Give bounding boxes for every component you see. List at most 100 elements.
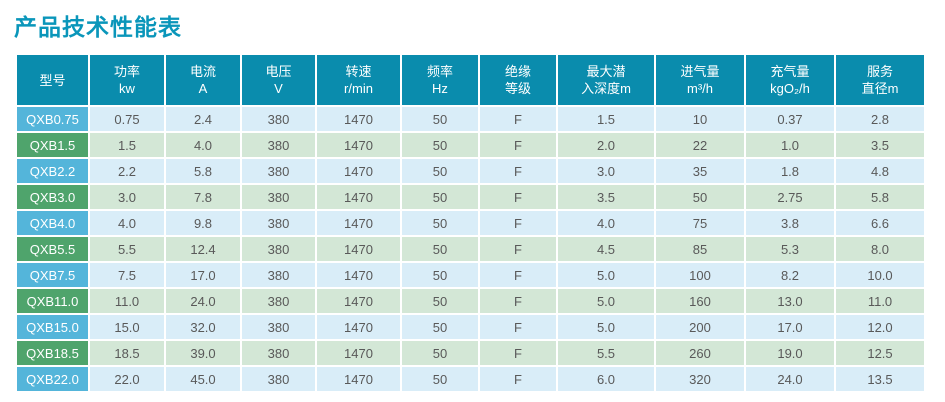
value-cell: 17.0: [166, 263, 240, 287]
value-cell: 5.8: [166, 159, 240, 183]
value-cell: 3.8: [746, 211, 834, 235]
column-header-max-depth: 最大潜 入深度m: [558, 55, 654, 105]
column-header-model: 型号: [17, 55, 88, 105]
value-cell: 50: [402, 341, 478, 365]
value-cell: 9.8: [166, 211, 240, 235]
value-cell: 13.0: [746, 289, 834, 313]
value-cell: 1470: [317, 185, 400, 209]
value-cell: 380: [242, 159, 315, 183]
value-cell: 3.0: [558, 159, 654, 183]
value-cell: 7.8: [166, 185, 240, 209]
value-cell: 5.3: [746, 237, 834, 261]
column-header-current: 电流 A: [166, 55, 240, 105]
column-header-label: 电压: [265, 64, 292, 79]
table-row: QXB18.5 18.5 39.0 380 1470 50 F 5.5 260 19.0 12.5: [17, 341, 924, 365]
value-cell: 1470: [317, 263, 400, 287]
value-cell: 4.0: [558, 211, 654, 235]
value-cell: 320: [656, 367, 744, 391]
value-cell: F: [480, 185, 556, 209]
value-cell: 5.0: [558, 315, 654, 339]
value-cell: 1470: [317, 341, 400, 365]
value-cell: 380: [242, 341, 315, 365]
table-row: QXB11.0 11.0 24.0 380 1470 50 F 5.0 160 13.0 11.0: [17, 289, 924, 313]
value-cell: 1470: [317, 133, 400, 157]
value-cell: 10: [656, 107, 744, 131]
column-header-label: 型号: [39, 72, 66, 88]
column-header-frequency: 频率 Hz: [402, 55, 478, 105]
value-cell: 1470: [317, 315, 400, 339]
value-cell: 50: [402, 211, 478, 235]
value-cell: 100: [656, 263, 744, 287]
value-cell: 2.4: [166, 107, 240, 131]
value-cell: 380: [242, 237, 315, 261]
value-cell: 75: [656, 211, 744, 235]
value-cell: 4.8: [836, 159, 924, 183]
model-cell: QXB11.0: [17, 289, 88, 313]
model-cell: QXB5.5: [17, 237, 88, 261]
column-header-label: 转速: [345, 64, 372, 79]
value-cell: 0.37: [746, 107, 834, 131]
column-header-label: m³/h: [687, 81, 713, 96]
table-row: QXB0.75 0.75 2.4 380 1470 50 F 1.5 10 0.37 2.8: [17, 107, 924, 131]
column-header-aeration: 充气量 kgO₂/h: [746, 55, 834, 105]
table-row: QXB5.5 5.5 12.4 380 1470 50 F 4.5 85 5.3 8.0: [17, 237, 924, 261]
column-header-label: V: [274, 81, 283, 96]
value-cell: 18.5: [90, 341, 164, 365]
value-cell: 10.0: [836, 263, 924, 287]
value-cell: F: [480, 133, 556, 157]
value-cell: 50: [402, 263, 478, 287]
value-cell: 380: [242, 107, 315, 131]
table-container: 型号 功率 kw 电流 A 电压 V 转速 r/min 频率 Hz 绝缘 等级 最大潜 入深度m 进气量 m³/…: [15, 53, 926, 393]
value-cell: 22.0: [90, 367, 164, 391]
column-header-voltage: 电压 V: [242, 55, 315, 105]
value-cell: 12.5: [836, 341, 924, 365]
value-cell: F: [480, 367, 556, 391]
value-cell: 380: [242, 289, 315, 313]
value-cell: 380: [242, 211, 315, 235]
value-cell: 50: [656, 185, 744, 209]
value-cell: 12.0: [836, 315, 924, 339]
value-cell: 1470: [317, 289, 400, 313]
value-cell: 3.0: [90, 185, 164, 209]
value-cell: F: [480, 107, 556, 131]
value-cell: 380: [242, 185, 315, 209]
performance-table: 型号 功率 kw 电流 A 电压 V 转速 r/min 频率 Hz 绝缘 等级 最大潜 入深度m 进气量 m³/…: [15, 53, 926, 393]
value-cell: 1.5: [558, 107, 654, 131]
value-cell: F: [480, 341, 556, 365]
value-cell: 4.5: [558, 237, 654, 261]
model-cell: QXB2.2: [17, 159, 88, 183]
page-title: 产品技术性能表: [14, 14, 182, 40]
value-cell: 3.5: [836, 133, 924, 157]
value-cell: 50: [402, 315, 478, 339]
value-cell: F: [480, 289, 556, 313]
value-cell: 50: [402, 107, 478, 131]
table-row: QXB1.5 1.5 4.0 380 1470 50 F 2.0 22 1.0 3.5: [17, 133, 924, 157]
value-cell: 50: [402, 159, 478, 183]
table-row: QXB22.0 22.0 45.0 380 1470 50 F 6.0 320 24.0 13.5: [17, 367, 924, 391]
column-header-label: kgO₂/h: [770, 81, 810, 96]
value-cell: 39.0: [166, 341, 240, 365]
table-row: QXB15.0 15.0 32.0 380 1470 50 F 5.0 200 17.0 12.0: [17, 315, 924, 339]
value-cell: 5.5: [90, 237, 164, 261]
value-cell: 1.5: [90, 133, 164, 157]
column-header-label: 频率: [426, 64, 453, 79]
value-cell: 7.5: [90, 263, 164, 287]
value-cell: 200: [656, 315, 744, 339]
value-cell: 380: [242, 133, 315, 157]
value-cell: 0.75: [90, 107, 164, 131]
column-header-service-diameter: 服务 直径m: [836, 55, 924, 105]
value-cell: 11.0: [836, 289, 924, 313]
column-header-label: 最大潜: [586, 64, 626, 79]
value-cell: 50: [402, 289, 478, 313]
value-cell: 35: [656, 159, 744, 183]
value-cell: 13.5: [836, 367, 924, 391]
column-header-label: 绝缘: [504, 64, 531, 79]
value-cell: 2.8: [836, 107, 924, 131]
value-cell: 12.4: [166, 237, 240, 261]
value-cell: 8.0: [836, 237, 924, 261]
model-cell: QXB1.5: [17, 133, 88, 157]
column-header-air-intake: 进气量 m³/h: [656, 55, 744, 105]
model-cell: QXB3.0: [17, 185, 88, 209]
value-cell: 4.0: [90, 211, 164, 235]
value-cell: 19.0: [746, 341, 834, 365]
